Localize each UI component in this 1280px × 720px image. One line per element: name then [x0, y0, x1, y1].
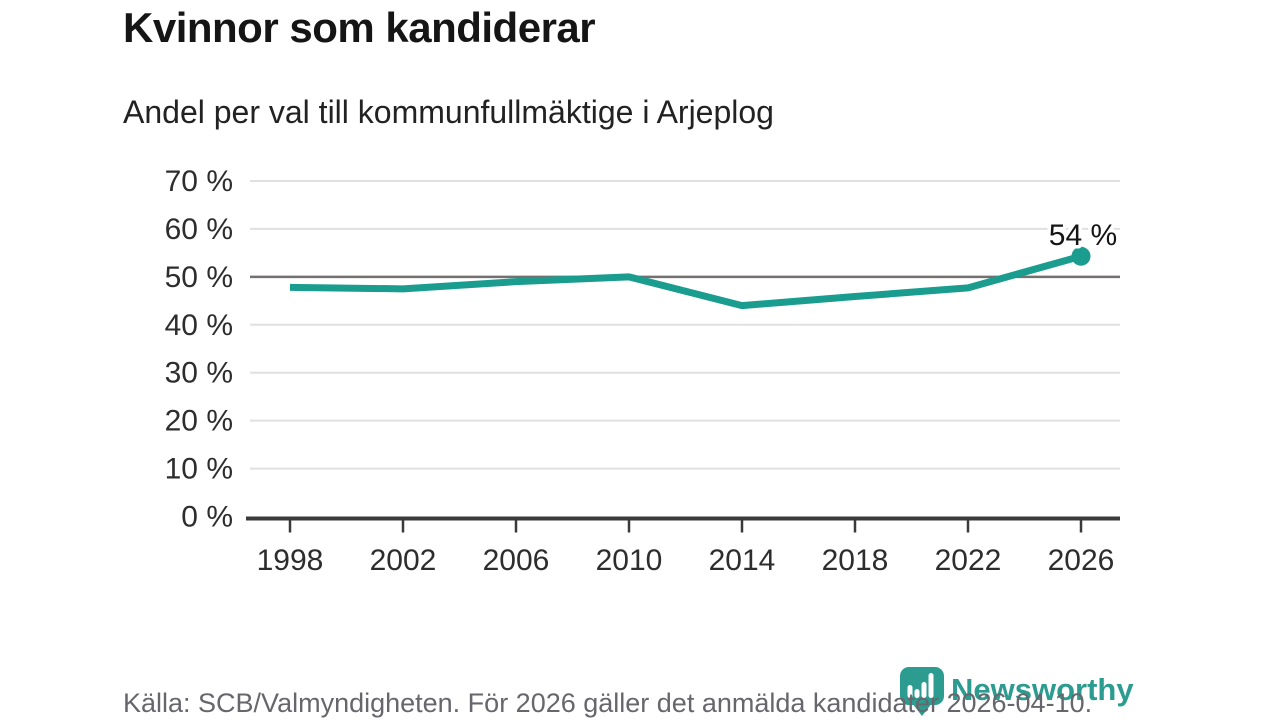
- y-tick-label: 40 %: [165, 309, 233, 342]
- y-tick-label: 50 %: [165, 261, 233, 294]
- x-tick-label: 2006: [483, 544, 550, 577]
- y-tick-label: 20 %: [165, 405, 233, 438]
- page-title: Kvinnor som kandiderar: [123, 4, 596, 51]
- newsworthy-logo-icon[interactable]: [899, 666, 945, 716]
- data-line: [289, 252, 1082, 310]
- x-tick-label: 2010: [596, 544, 663, 577]
- x-tick-label: 2014: [709, 544, 776, 577]
- x-tick-label: 2018: [822, 544, 889, 577]
- x-tick-label: 2022: [935, 544, 1002, 577]
- logo-barchart-glyph: [907, 673, 934, 698]
- y-tick-label: 70 %: [165, 165, 233, 198]
- y-tick-label: 10 %: [165, 453, 233, 486]
- y-tick-label: 60 %: [165, 213, 233, 246]
- data-point-last: [1071, 246, 1091, 266]
- chart-subtitle: Andel per val till kommunfullmäktige i A…: [123, 94, 774, 130]
- y-tick-label: 30 %: [165, 357, 233, 390]
- source-text: Källa: SCB/Valmyndigheten. För 2026 gäll…: [123, 688, 1093, 718]
- y-tick-label: 0 %: [181, 501, 233, 534]
- x-tick-label: 1998: [257, 544, 324, 577]
- end-value-label: 54 %: [1049, 219, 1117, 252]
- x-tick-label: 2026: [1048, 544, 1115, 577]
- x-tick-label: 2002: [370, 544, 437, 577]
- newsworthy-logo-text[interactable]: Newsworthy: [951, 672, 1134, 707]
